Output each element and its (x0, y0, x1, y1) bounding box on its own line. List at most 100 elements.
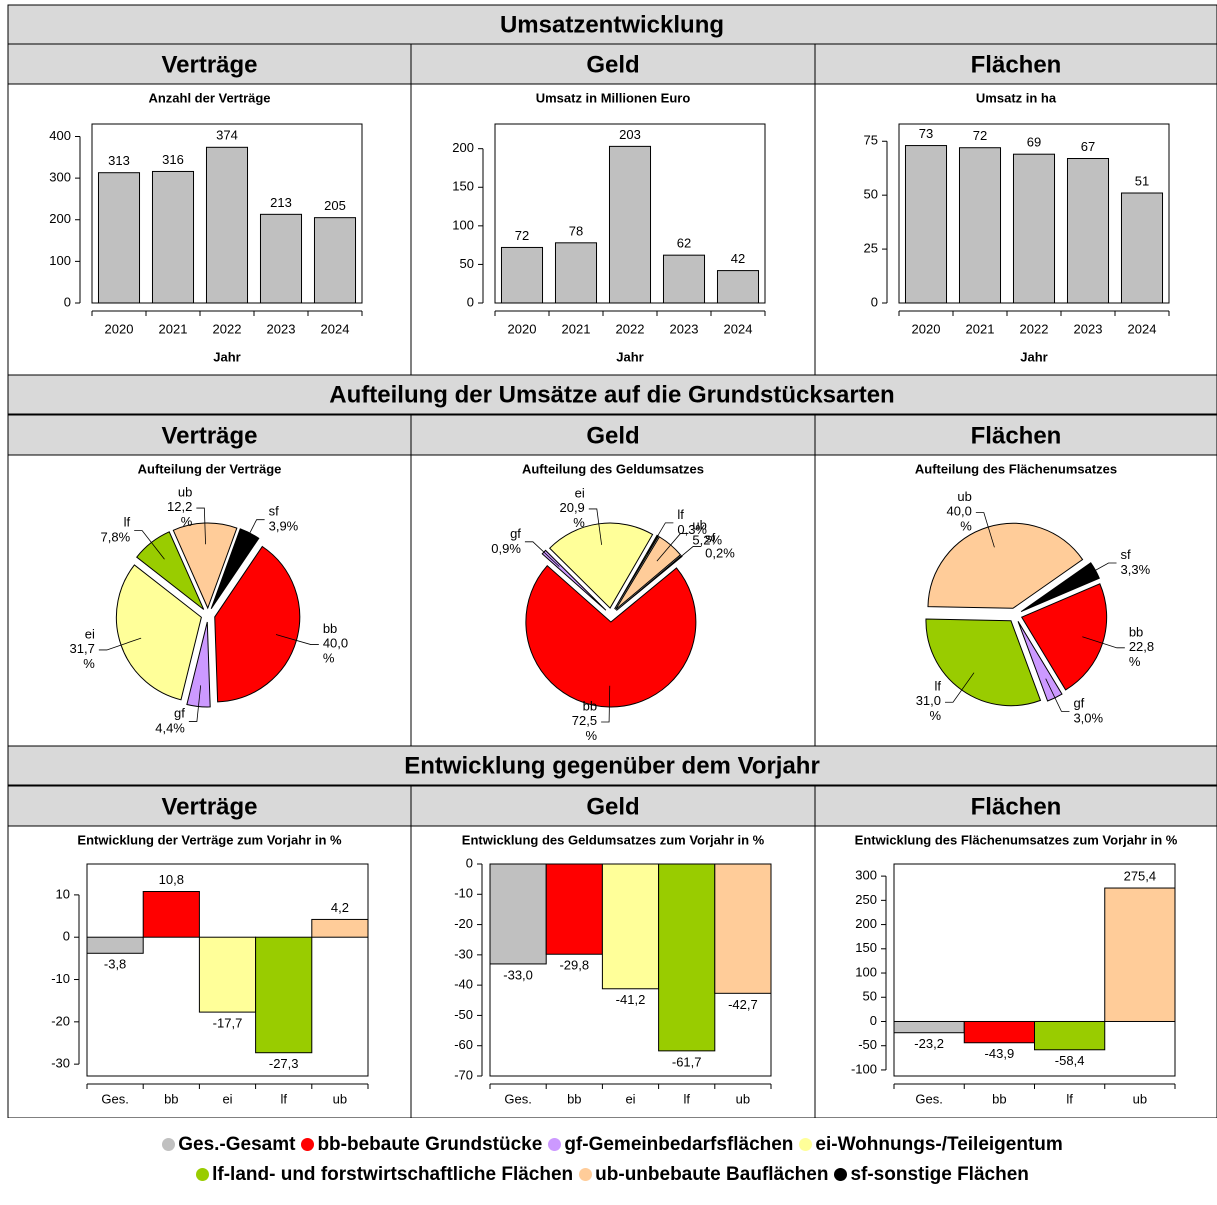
x-tick-label: ub (1133, 1091, 1147, 1106)
slice-value: 7,8% (101, 530, 131, 545)
y-tick-label: -50 (454, 1007, 473, 1022)
x-tick-label: lf (1066, 1091, 1073, 1106)
chart: Umsatz in ha 0 25 50 75 73 2020 72 2021 69 2022 67 2… (864, 90, 1170, 364)
value-label: 205 (324, 198, 346, 213)
x-tick-label: 2023 (267, 321, 296, 336)
value-label: -27,3 (269, 1056, 299, 1071)
slice-label: gf (510, 526, 521, 541)
legend: Ges.-Gesamt bb-bebaute Grundstücke gf-Geme… (8, 1118, 1217, 1205)
x-tick-label: 2022 (213, 321, 242, 336)
bar (714, 863, 772, 994)
x-tick-label: Ges. (101, 1091, 128, 1106)
bar (313, 217, 357, 304)
value-label: 203 (619, 127, 641, 142)
column-title: Verträge (161, 793, 257, 820)
slice-label: ub (692, 518, 706, 533)
slice-value: 40,0% (323, 636, 348, 666)
value-label: -3,8 (104, 957, 126, 972)
slice-value: 40,0% (947, 504, 973, 534)
section-header (7, 4, 1217, 45)
x-tick-label: 2021 (159, 321, 188, 336)
y-tick-label: -50 (858, 1037, 877, 1052)
y-tick-label: 200 (452, 140, 474, 155)
y-tick-label: -30 (51, 1056, 70, 1071)
chart: Aufteilung des Geldumsatzes lf0,3%ub5,2%s… (491, 461, 735, 743)
section-title: Entwicklung gegenüber dem Vorjahr (404, 752, 820, 779)
y-tick-label: 50 (460, 256, 474, 271)
value-label: 313 (108, 153, 130, 168)
section-header (7, 374, 1217, 415)
legend-item: gf-Gemeinbedarfsflächen (548, 1134, 793, 1156)
chart-title: Aufteilung der Verträge (138, 461, 282, 476)
y-tick-label: 200 (49, 211, 71, 226)
value-label: -23,2 (914, 1036, 944, 1051)
y-tick-label: -70 (454, 1067, 473, 1082)
legend-label: ub-unbebaute Bauflächen (595, 1164, 829, 1185)
slice-label: gf (1073, 695, 1084, 710)
legend-swatch (834, 1168, 848, 1181)
leader-line (275, 634, 319, 645)
x-tick-label: bb (992, 1091, 1006, 1106)
slice-label: sf (269, 504, 280, 519)
leader-line (1076, 562, 1117, 581)
leader-line (188, 685, 202, 722)
slice-label: ub (178, 485, 192, 500)
slice-value: 3,9% (269, 519, 299, 534)
bar (205, 146, 249, 304)
y-tick-label: -60 (454, 1037, 473, 1052)
value-label: 10,8 (159, 872, 184, 887)
slice-label: bb (1129, 624, 1143, 639)
section-header (7, 745, 1217, 786)
slice-value: 22,8% (1129, 639, 1154, 669)
leader-line (656, 533, 689, 562)
legend-item: lf-land- und forstwirtschaftliche Fläche… (196, 1164, 573, 1186)
bar (545, 863, 603, 955)
slice-value: 4,4% (155, 720, 185, 735)
x-tick-label: ei (222, 1091, 232, 1106)
legend-row: Ges.-Gesamt bb-bebaute Grundstücke gf-Geme… (8, 1134, 1217, 1156)
legend-swatch (799, 1138, 813, 1151)
y-tick-label: 0 (63, 929, 70, 944)
legend-label: gf-Gemeinbedarfsflächen (564, 1134, 794, 1155)
slice-value: 3,3% (1121, 562, 1151, 577)
bar (151, 170, 195, 304)
x-axis-label: Jahr (213, 349, 240, 364)
y-tick-label: -20 (51, 1013, 70, 1028)
slice-value: 0,9% (491, 541, 521, 556)
column-title: Flächen (971, 51, 1062, 78)
chart-title: Umsatz in ha (976, 90, 1057, 105)
bar (1104, 887, 1176, 1022)
y-tick-label: 150 (452, 179, 474, 194)
bar (893, 1020, 965, 1034)
leader-line (134, 530, 165, 560)
x-tick-label: lf (683, 1091, 690, 1106)
slice-value: 0,2% (705, 545, 735, 560)
y-tick-label: 25 (864, 241, 878, 256)
column-title: Geld (586, 422, 639, 449)
bar (904, 145, 948, 304)
column-title: Flächen (971, 422, 1062, 449)
y-tick-label: -10 (51, 971, 70, 986)
column-title: Geld (586, 51, 639, 78)
leader-line (588, 508, 603, 545)
value-label: 4,2 (331, 900, 349, 915)
leader-line (945, 672, 975, 703)
bar (601, 863, 660, 990)
y-tick-label: 50 (863, 989, 877, 1004)
bar (311, 918, 369, 938)
slice-label: ub (957, 489, 971, 504)
column-title: Verträge (161, 422, 257, 449)
y-tick-label: 0 (870, 1013, 877, 1028)
x-tick-label: 2024 (1128, 321, 1157, 336)
bar (500, 246, 544, 304)
chart: Umsatz in Millionen Euro 0 50 100 150 200 72 20… (452, 90, 766, 364)
column-header (814, 785, 1217, 827)
y-tick-label: -40 (454, 977, 473, 992)
x-tick-label: 2023 (670, 321, 699, 336)
slice-label: lf (677, 507, 684, 522)
bar (86, 936, 144, 954)
slice-label: lf (935, 679, 942, 694)
plot-frame (86, 863, 369, 1077)
